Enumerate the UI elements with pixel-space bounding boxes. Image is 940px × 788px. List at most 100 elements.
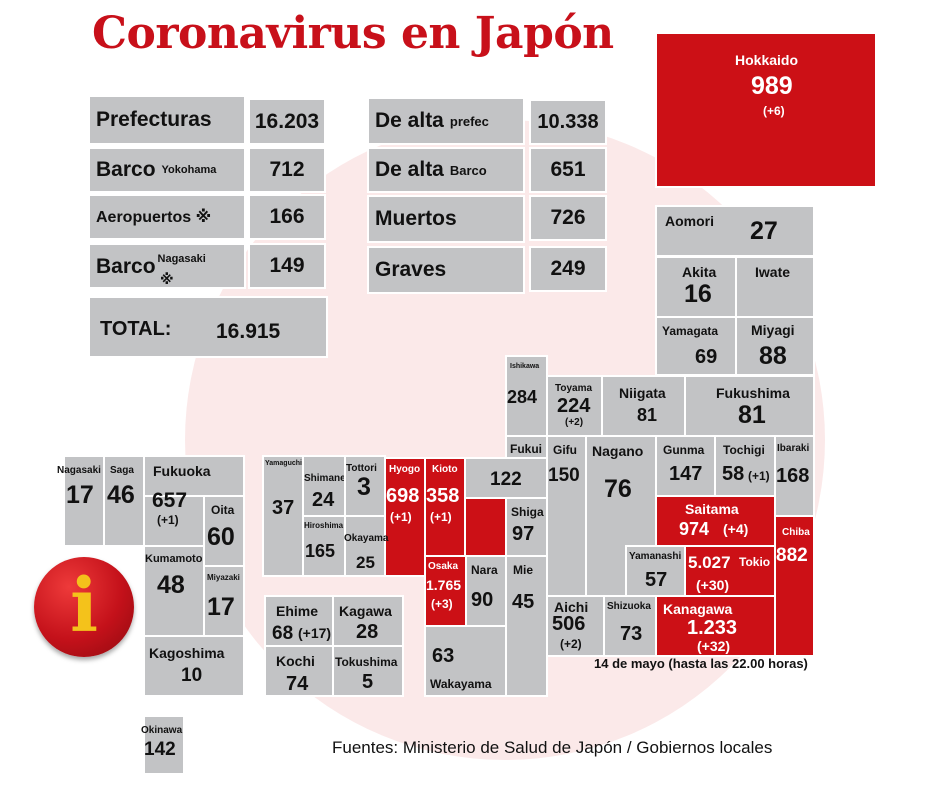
tile-delta: (+3) [431, 597, 453, 611]
tile-delta: (+30) [696, 577, 730, 593]
tile-name: Tottori [346, 463, 377, 474]
tile-value: 5 [362, 671, 374, 693]
tile-okinawa: Okinawa 142 [141, 715, 185, 775]
tile-value: 97 [512, 523, 535, 545]
tile-value: 88 [759, 342, 787, 370]
tile-name: Ishikawa [510, 363, 540, 370]
tile-saga: Saga 46 [103, 455, 145, 547]
stat-label-text: De alta [375, 158, 444, 181]
tile-kioto-extension [464, 497, 507, 557]
tile-value: 28 [356, 621, 379, 643]
tile-name: Gifu [553, 443, 577, 457]
tile-name: Kumamoto [145, 553, 203, 565]
tile-value: 57 [645, 569, 668, 591]
tile-value: 45 [512, 591, 535, 613]
tile-value: 142 [144, 739, 176, 760]
stat-label-text: Barco [96, 255, 156, 278]
stat-sublabel: prefec [449, 113, 489, 129]
tile-value: 882 [776, 545, 808, 566]
tile-name: Nagano [592, 443, 644, 459]
tile-value: 25 [356, 553, 375, 572]
stat-barco-nagasaki-value: 149 [248, 243, 326, 289]
tile-value: 1.233 [687, 617, 738, 639]
info-glyph: i [69, 563, 99, 649]
tile-name: Tochigi [723, 443, 765, 457]
tile-value: 37 [272, 497, 295, 519]
tile-name: Aomori [665, 213, 714, 229]
tile-fukushima: Fukushima 81 [684, 375, 815, 437]
tile-yamaguchi: Yamaguchi 37 [262, 455, 304, 577]
stat-graves-value: 249 [529, 246, 607, 292]
tile-name: Saitama [685, 501, 739, 517]
tile-value: 58 [722, 463, 745, 485]
tile-name: Mie [513, 563, 534, 577]
tile-osaka: Osaka 1.765 (+3) [424, 555, 467, 627]
sources-note: Fuentes: Ministerio de Salud de Japón / … [332, 738, 773, 757]
tile-value: 81 [738, 401, 766, 429]
tile-aomori: Aomori 27 [655, 205, 815, 257]
tile-shimane: Shimane 24 [302, 455, 346, 517]
tile-value: 63 [432, 645, 455, 667]
tile-delta: (+17) [298, 625, 332, 641]
stat-alta-prefec-label: De alta prefec [367, 97, 525, 145]
tile-ibaraki: Ibaraki 168 [774, 435, 815, 517]
tile-shiga: Shiga 97 [505, 497, 548, 557]
tile-value: 284 [507, 387, 538, 407]
tile-name: Aichi [554, 599, 589, 615]
tile-name: Fukuoka [153, 463, 211, 479]
tile-miyazaki: Miyazaki 17 [203, 565, 245, 637]
tile-value: 81 [637, 405, 658, 425]
tile-fukuoka: Fukuoka [143, 455, 245, 497]
tile-name: Okinawa [141, 725, 183, 736]
tile-value: 16 [684, 280, 712, 308]
tile-kumamoto: Kumamoto 48 [143, 545, 205, 637]
tile-kioto: Kioto 358 (+1) [424, 457, 466, 557]
tile-name: Niigata [619, 385, 666, 401]
tile-value: 5.027 [688, 553, 731, 572]
tile-oita: Oita 60 [203, 495, 245, 567]
stat-aeropuertos-value: 166 [248, 194, 326, 240]
tile-value: 147 [669, 463, 703, 485]
tile-toyama: Toyama 224 (+2) [546, 375, 603, 437]
tile-name: Yamagata [662, 324, 719, 338]
stat-prefecturas-value: 16.203 [248, 98, 326, 145]
tile-name: Ehime [276, 603, 319, 619]
tile-yamagata: Yamagata 69 [655, 316, 737, 376]
tile-aichi: Aichi 506 (+2) [546, 595, 605, 657]
tile-fukuoka-count: 657 (+1) [143, 489, 205, 547]
tile-niigata: Niigata 81 [601, 375, 686, 437]
tile-delta: (+6) [763, 104, 785, 118]
tile-name: Kagoshima [149, 645, 225, 661]
stat-total-value: 16.915 [216, 320, 281, 343]
tile-name: Chiba [782, 527, 810, 538]
tile-akita: Akita 16 [655, 256, 737, 318]
tile-name: Kanagawa [663, 601, 733, 617]
tile-value: 60 [207, 523, 235, 551]
tile-name: Hiroshima [304, 521, 344, 530]
tile-iwate: Iwate [735, 256, 815, 318]
stat-barco-yokohama-label: Barco Yokohama [88, 147, 246, 193]
tile-name: Osaka [428, 561, 459, 572]
tile-name: Nara [471, 563, 498, 577]
tile-value: 3 [357, 473, 371, 501]
tile-name: Fukui [510, 442, 542, 456]
tile-tokushima: Tokushima 5 [332, 645, 404, 697]
tile-hiroshima: Hiroshima 165 [302, 515, 346, 577]
tile-nagasaki: Nagasaki 17 [57, 455, 105, 547]
tile-name: Toyama [555, 383, 593, 394]
tile-delta: (+4) [723, 521, 749, 537]
tile-value: 24 [312, 489, 335, 511]
tile-value: 224 [557, 395, 591, 417]
info-icon: i [34, 557, 134, 657]
tile-value: 1.765 [426, 577, 462, 593]
tile-name: Shizuoka [607, 601, 651, 612]
tile-name: Miyagi [751, 322, 795, 338]
tile-value: 76 [604, 475, 632, 503]
tile-name: Gunma [663, 443, 705, 457]
tile-value: 974 [679, 519, 710, 539]
tile-name: Akita [682, 264, 717, 280]
tile-name: Tokio [739, 555, 771, 569]
tile-value: 46 [107, 481, 135, 509]
tile-kagawa: Kagawa 28 [332, 595, 404, 647]
tile-ehime: Ehime 68 (+17) [264, 595, 334, 647]
